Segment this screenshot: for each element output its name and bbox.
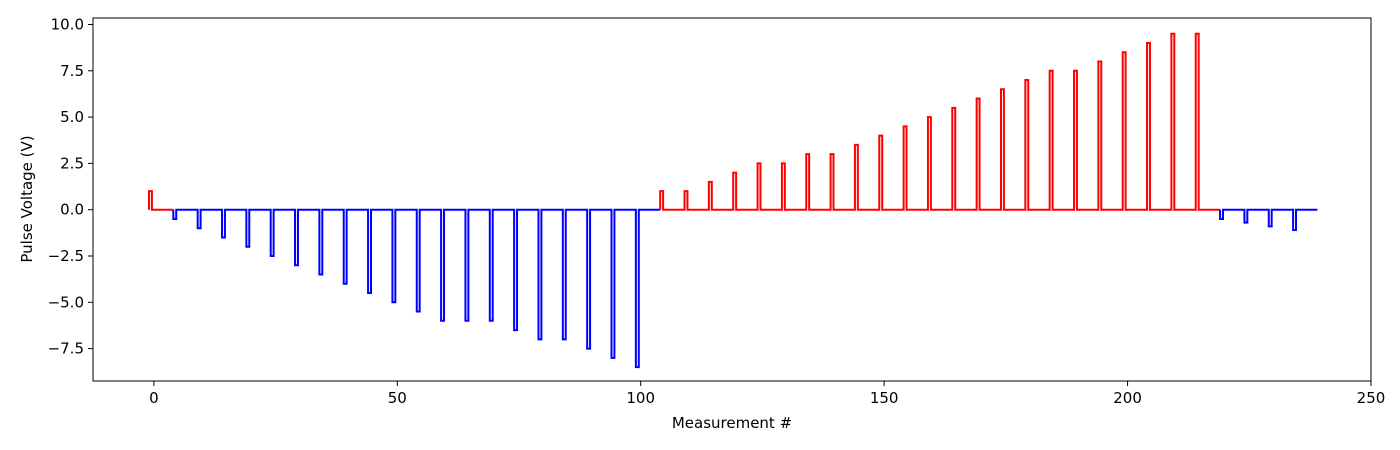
x-tick-label: 0 — [149, 389, 159, 407]
y-tick-label: 10.0 — [51, 15, 84, 33]
y-tick-label: −7.5 — [48, 340, 84, 358]
y-tick-label: −2.5 — [48, 247, 84, 265]
plot-frame — [92, 17, 1372, 382]
y-axis: −7.5 −5.0 −2.5 0.0 2.5 5.0 7.5 10.0 — [48, 15, 93, 358]
series-line-2 — [172, 208, 661, 369]
y-axis-label: Pulse Voltage (V) — [18, 135, 36, 262]
x-tick-label: 100 — [626, 389, 655, 407]
y-tick-label: 0.0 — [60, 201, 84, 219]
series-line-3 — [659, 32, 1221, 211]
x-axis: 0 50 100 150 200 250 — [149, 381, 1385, 407]
series-line-4 — [1219, 208, 1318, 232]
y-tick-label: 7.5 — [60, 62, 84, 80]
x-tick-label: 150 — [870, 389, 899, 407]
y-tick-label: 5.0 — [60, 108, 84, 126]
x-axis-label: Measurement # — [672, 414, 792, 432]
x-tick-label: 200 — [1113, 389, 1142, 407]
x-tick-label: 50 — [388, 389, 407, 407]
series-line-1 — [147, 190, 174, 211]
x-tick-label: 250 — [1357, 389, 1386, 407]
y-tick-label: 2.5 — [60, 154, 84, 172]
plot-area — [147, 32, 1318, 369]
y-tick-label: −5.0 — [48, 293, 84, 311]
